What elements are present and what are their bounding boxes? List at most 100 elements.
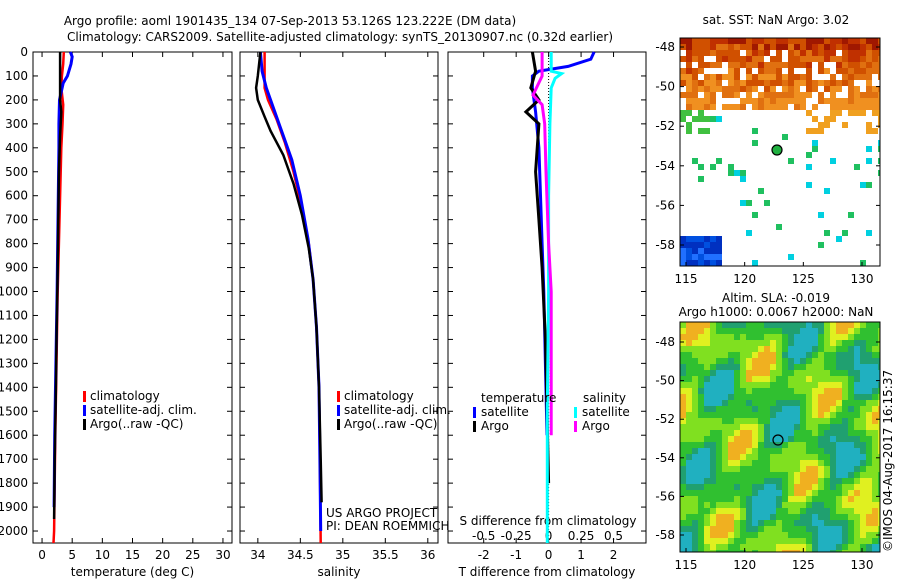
- series-line-salinity-satellite: [545, 52, 566, 543]
- map-cell: [722, 86, 728, 92]
- map-cell: [878, 424, 880, 430]
- argo-position-marker: [772, 434, 784, 446]
- x-tick-label: 25: [185, 548, 200, 562]
- map-lat-label: -50: [655, 374, 675, 388]
- map-cell: [800, 472, 806, 478]
- map-cell: [800, 346, 806, 352]
- map-cell: [866, 538, 872, 544]
- map-cell: [842, 400, 848, 406]
- map-cell: [776, 38, 782, 44]
- map-cell: [824, 502, 830, 508]
- map-cell: [794, 364, 800, 370]
- map-cell: [764, 460, 770, 466]
- map-cell: [788, 254, 794, 260]
- map-cell: [758, 430, 764, 436]
- map-cell: [818, 92, 824, 98]
- map-cell: [764, 80, 770, 86]
- map-cell: [824, 116, 830, 122]
- map-cell: [824, 122, 830, 128]
- series-line-temperature-argo: [523, 51, 551, 484]
- map-cell: [800, 508, 806, 514]
- map-cell: [716, 514, 722, 520]
- map-cell: [806, 406, 812, 412]
- map-cell: [704, 74, 710, 80]
- map-cell: [710, 92, 716, 98]
- map-cell: [878, 394, 880, 400]
- map-cell: [878, 418, 880, 424]
- map-cell: [776, 466, 782, 472]
- map-cell: [746, 50, 752, 56]
- map-cell: [842, 340, 848, 346]
- map-cell: [860, 364, 866, 370]
- map-cell: [788, 68, 794, 74]
- map-cell: [806, 544, 812, 550]
- x-tick-label: 10: [95, 548, 110, 562]
- map-cell: [866, 436, 872, 442]
- map-cell: [824, 322, 830, 328]
- map-cell: [806, 418, 812, 424]
- map-cell: [800, 520, 806, 526]
- y-tick-label: 0: [20, 45, 28, 59]
- map-cell: [728, 502, 734, 508]
- map-cell: [776, 502, 782, 508]
- map-cell: [716, 376, 722, 382]
- map-cell: [842, 44, 848, 50]
- map-lat-label: -56: [655, 489, 675, 503]
- map-cell: [716, 358, 722, 364]
- map-cell: [878, 334, 880, 340]
- map-cell: [836, 382, 842, 388]
- map-cell: [758, 364, 764, 370]
- map-cell: [878, 460, 880, 466]
- map-cell: [836, 352, 842, 358]
- map-cell: [752, 382, 758, 388]
- map-cell: [854, 334, 860, 340]
- map-cell: [680, 400, 686, 406]
- map-cell: [812, 38, 818, 44]
- map-cell: [722, 394, 728, 400]
- map-cell: [734, 74, 740, 80]
- map-cell: [854, 442, 860, 448]
- map-cell: [740, 520, 746, 526]
- map-cell: [866, 44, 872, 50]
- map-cell: [818, 98, 824, 104]
- map-cell: [878, 146, 880, 152]
- map-cell: [698, 242, 704, 248]
- map-cell: [866, 550, 872, 552]
- map-cell: [872, 538, 878, 544]
- map-cell: [698, 328, 704, 334]
- map-cell: [812, 80, 818, 86]
- map-cell: [746, 550, 752, 552]
- map-cell: [824, 484, 830, 490]
- map-cell: [830, 406, 836, 412]
- map-cell: [722, 382, 728, 388]
- y-tick-label: 2000: [0, 524, 28, 538]
- map-cell: [680, 68, 686, 74]
- map-cell: [764, 382, 770, 388]
- map-cell: [698, 436, 704, 442]
- map-cell: [842, 80, 848, 86]
- map-cell: [794, 92, 800, 98]
- map-cell: [872, 424, 878, 430]
- map-cell: [680, 496, 686, 502]
- map-cell: [770, 466, 776, 472]
- map-cell: [776, 346, 782, 352]
- map-cell: [788, 364, 794, 370]
- map-cell: [836, 364, 842, 370]
- map-cell: [854, 484, 860, 490]
- map-cell: [758, 352, 764, 358]
- map-cell: [806, 550, 812, 552]
- map-cell: [782, 80, 788, 86]
- map-cell: [812, 358, 818, 364]
- map-cell: [836, 496, 842, 502]
- map-cell: [830, 50, 836, 56]
- map-cell: [692, 364, 698, 370]
- map-cell: [848, 400, 854, 406]
- map-cell: [788, 430, 794, 436]
- map-cell: [854, 472, 860, 478]
- map-cell: [710, 104, 716, 110]
- map-cell: [776, 532, 782, 538]
- map-cell: [710, 502, 716, 508]
- map-cell: [776, 44, 782, 50]
- map-cell: [776, 224, 782, 230]
- map-cell: [848, 86, 854, 92]
